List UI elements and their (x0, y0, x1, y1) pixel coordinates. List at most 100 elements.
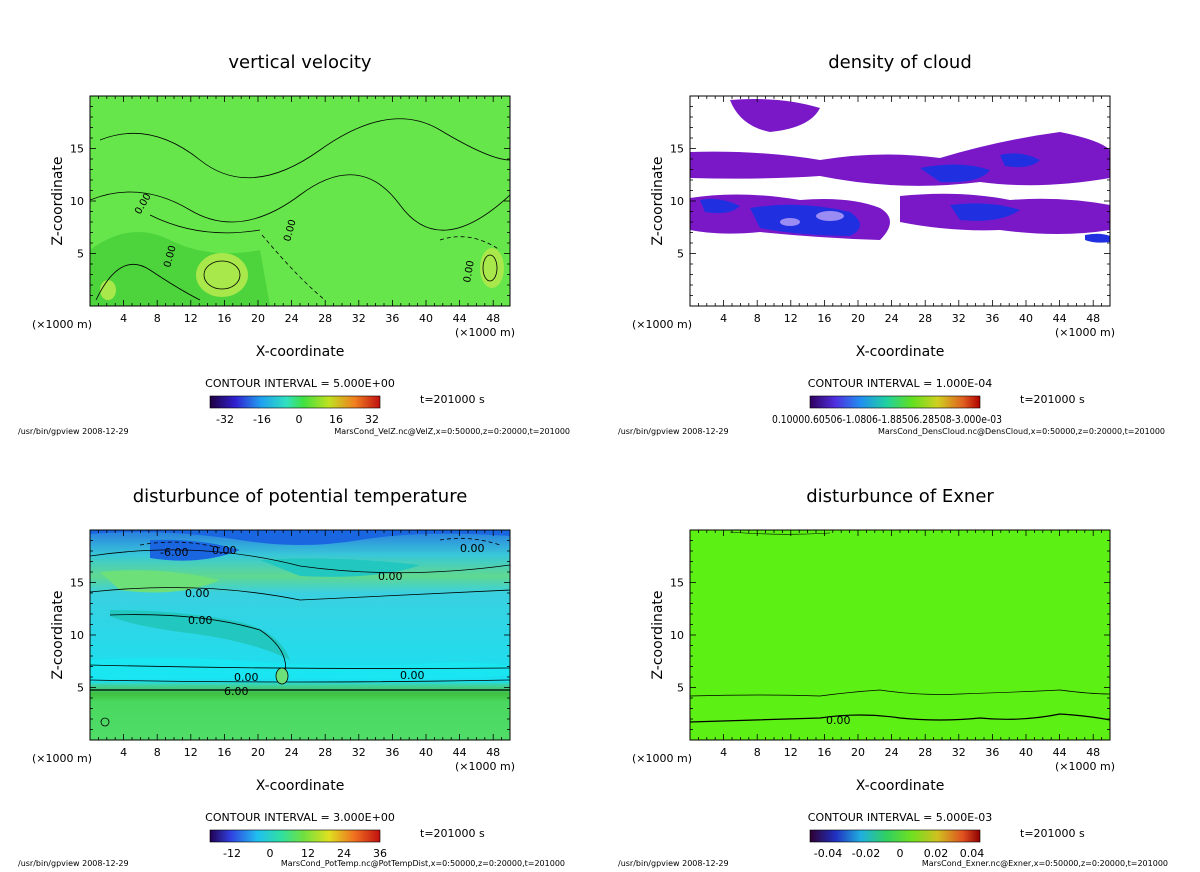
x-axis-label: X-coordinate (856, 344, 945, 360)
footer-right: MarsCond_VelZ.nc@VelZ,x=0:50000,z=0:2000… (334, 427, 570, 436)
footer-right: MarsCond_PotTemp.nc@PotTempDist,x=0:5000… (281, 859, 565, 868)
colorbar-tick: 0.02 (924, 847, 949, 860)
x-tick-label: 20 (851, 312, 865, 325)
time-label: t=201000 s (420, 393, 485, 406)
contour-interval: CONTOUR INTERVAL = 5.000E+00 (205, 377, 395, 390)
z-unit-label: (×1000 m) (1055, 326, 1115, 339)
x-tick-label: 32 (952, 312, 966, 325)
footer-right: MarsCond_Exner.nc@Exner,x=0:50000,z=0:20… (922, 859, 1168, 868)
x-tick-label: 16 (817, 312, 831, 325)
plot-area: -6.00 0.00 0.00 0.00 0.00 0.00 0.00 0.00… (90, 530, 510, 740)
x-axis-label: X-coordinate (256, 344, 345, 360)
x-tick-label: 40 (1019, 746, 1033, 759)
y-axis-label: Z-coordinate (50, 156, 66, 245)
x-tick-label: 8 (754, 746, 761, 759)
x-tick-label: 12 (184, 312, 198, 325)
x-unit-label: (×1000 m) (32, 752, 92, 765)
x-tick-label: 48 (1086, 312, 1100, 325)
x-tick-label: 20 (851, 746, 865, 759)
contour-label: 0.00 (462, 260, 477, 284)
colorbar-tick: -0.04 (814, 847, 842, 860)
contour-label: -6.00 (160, 546, 188, 559)
colorbar-tick: 16 (329, 413, 343, 426)
x-tick-label: 8 (754, 312, 761, 325)
x-tick-label: 40 (419, 746, 433, 759)
colorbar (209, 395, 381, 409)
y-tick-label: 15 (670, 577, 684, 590)
y-tick-label: 10 (670, 195, 684, 208)
y-axis-label: Z-coordinate (650, 156, 666, 245)
x-tick-label: 28 (918, 312, 932, 325)
colorbar (809, 395, 981, 409)
y-tick-label: 5 (77, 248, 84, 261)
x-tick-label: 36 (385, 746, 399, 759)
colorbar (209, 829, 381, 843)
x-tick-label: 32 (952, 746, 966, 759)
contour-label: 0.00 (460, 542, 485, 555)
y-axis-label: Z-coordinate (650, 590, 666, 679)
chart-title: disturbunce of Exner (806, 486, 994, 507)
chart-title: vertical velocity (228, 52, 372, 73)
panel-potential-temperature: disturbunce of potential temperature -6.… (18, 486, 565, 868)
x-tick-label: 28 (318, 312, 332, 325)
x-tick-label: 48 (1086, 746, 1100, 759)
x-ticks: 4 8 12 16 20 24 28 32 36 40 44 48 (698, 530, 1102, 759)
x-tick-label: 32 (352, 746, 366, 759)
x-ticks: 4 8 12 16 20 24 28 32 36 40 44 48 (98, 96, 503, 325)
x-tick-label: 4 (120, 312, 127, 325)
x-tick-label: 44 (453, 312, 467, 325)
colorbar-tick: -32 (216, 413, 234, 426)
panel-density-of-cloud: density of cloud 4 8 12 16 20 24 28 32 36 40 44 48 … (618, 52, 1165, 436)
x-tick-label: 48 (486, 746, 500, 759)
chart-title: density of cloud (828, 52, 972, 73)
contour-label: 0.00 (188, 614, 213, 627)
y-tick-label: 15 (70, 577, 84, 590)
colorbar-tick: 24 (337, 847, 351, 860)
y-ticks: 5 10 15 (670, 106, 1110, 296)
z-unit-label: (×1000 m) (455, 760, 515, 773)
x-tick-label: 16 (217, 746, 231, 759)
colorbar-tick: 0.10000.60506-1.0806-1.88506.28508-3.000… (772, 413, 1002, 426)
colorbar-tick: 12 (301, 847, 315, 860)
colorbar-tick: 0.04 (960, 847, 985, 860)
plot-area: 0.00 0.00 0.00 0.00 (90, 96, 510, 306)
contour-interval: CONTOUR INTERVAL = 5.000E-03 (808, 811, 992, 824)
x-ticks: 4 8 12 16 20 24 28 32 36 40 44 48 (698, 96, 1102, 325)
plot-area: 0.00 (690, 530, 1110, 740)
z-unit-label: (×1000 m) (455, 326, 515, 339)
x-tick-label: 24 (285, 312, 299, 325)
x-tick-label: 4 (120, 746, 127, 759)
x-tick-label: 36 (985, 312, 999, 325)
x-tick-label: 32 (352, 312, 366, 325)
x-tick-label: 40 (1019, 312, 1033, 325)
x-tick-label: 40 (419, 312, 433, 325)
contour-label: 0.00 (826, 714, 851, 727)
contour-label: 6.00 (224, 685, 249, 698)
colorbar-tick: 36 (373, 847, 387, 860)
x-tick-label: 8 (154, 312, 161, 325)
colorbar-tick: 0 (897, 847, 904, 860)
x-tick-label: 28 (918, 746, 932, 759)
y-ticks: 5 10 15 (670, 540, 1110, 730)
x-tick-label: 44 (1053, 746, 1067, 759)
time-label: t=201000 s (1020, 393, 1085, 406)
colorbar-tick: 32 (365, 413, 379, 426)
x-axis-label: X-coordinate (256, 778, 345, 794)
contour-label: 0.00 (212, 544, 237, 557)
x-tick-label: 4 (720, 312, 727, 325)
y-ticks: 5 10 15 (70, 106, 510, 296)
x-unit-label: (×1000 m) (632, 752, 692, 765)
contour-label: 0.00 (378, 570, 403, 583)
x-tick-label: 28 (318, 746, 332, 759)
x-tick-label: 48 (486, 312, 500, 325)
footer-left: /usr/bin/gpview 2008-12-29 (18, 859, 129, 868)
colorbar-tick: -12 (223, 847, 241, 860)
x-tick-label: 20 (251, 312, 265, 325)
time-label: t=201000 s (1020, 827, 1085, 840)
y-tick-label: 5 (677, 682, 684, 695)
plot-area (690, 96, 1110, 306)
footer-left: /usr/bin/gpview 2008-12-29 (618, 427, 729, 436)
panel-exner: disturbunce of Exner 0.00 4 8 12 16 20 24 28 32… (618, 486, 1168, 868)
